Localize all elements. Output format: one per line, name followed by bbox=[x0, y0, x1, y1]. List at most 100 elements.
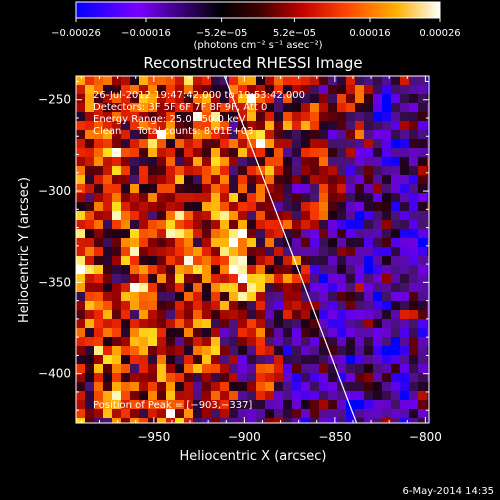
heatmap-cell bbox=[391, 157, 400, 166]
heatmap-cell bbox=[301, 256, 310, 265]
heatmap-cell bbox=[382, 175, 391, 184]
heatmap-cell bbox=[238, 364, 247, 373]
heatmap-cell bbox=[391, 328, 400, 337]
heatmap-cell bbox=[283, 418, 292, 423]
heatmap-cell bbox=[220, 139, 229, 148]
heatmap-cell bbox=[220, 292, 229, 301]
heatmap-cell bbox=[382, 85, 391, 94]
heatmap-cell bbox=[112, 193, 121, 202]
heatmap-cell bbox=[112, 157, 121, 166]
heatmap-cell bbox=[130, 274, 139, 283]
heatmap-cell bbox=[274, 94, 283, 103]
heatmap-cell bbox=[103, 265, 112, 274]
heatmap-cell bbox=[400, 364, 409, 373]
footer-date: 6-May-2014 14:35 bbox=[402, 486, 494, 497]
heatmap-cell bbox=[418, 94, 427, 103]
heatmap-cell bbox=[274, 157, 283, 166]
heatmap-cell bbox=[337, 121, 346, 130]
heatmap-cell bbox=[175, 211, 184, 220]
heatmap-cell bbox=[121, 418, 130, 423]
heatmap-cell bbox=[427, 157, 429, 166]
heatmap-cell bbox=[400, 76, 409, 85]
heatmap-cell bbox=[373, 103, 382, 112]
heatmap-cell bbox=[355, 211, 364, 220]
heatmap-cell bbox=[193, 391, 202, 400]
heatmap-cell bbox=[229, 112, 238, 121]
heatmap-cell bbox=[238, 265, 247, 274]
heatmap-cell bbox=[148, 193, 157, 202]
heatmap-cell bbox=[427, 85, 429, 94]
heatmap-cell bbox=[94, 346, 103, 355]
heatmap-cell bbox=[229, 364, 238, 373]
heatmap-cell bbox=[247, 139, 256, 148]
heatmap-cell bbox=[355, 382, 364, 391]
heatmap-cell bbox=[400, 238, 409, 247]
heatmap-cell bbox=[418, 310, 427, 319]
heatmap-cell bbox=[175, 409, 184, 418]
heatmap-cell bbox=[427, 328, 429, 337]
heatmap-cell bbox=[220, 274, 229, 283]
heatmap-cell bbox=[130, 85, 139, 94]
heatmap-cell bbox=[148, 166, 157, 175]
heatmap-cell bbox=[418, 220, 427, 229]
heatmap-cell bbox=[283, 283, 292, 292]
heatmap-cell bbox=[166, 220, 175, 229]
heatmap-cell bbox=[409, 139, 418, 148]
heatmap-cell bbox=[283, 364, 292, 373]
heatmap-cell bbox=[238, 94, 247, 103]
heatmap-cell bbox=[427, 193, 429, 202]
heatmap-cell bbox=[337, 328, 346, 337]
heatmap-cell bbox=[139, 364, 148, 373]
heatmap-cell bbox=[427, 166, 429, 175]
heatmap-cell bbox=[175, 391, 184, 400]
heatmap-cell bbox=[220, 346, 229, 355]
heatmap-cell bbox=[85, 391, 94, 400]
heatmap-cell bbox=[355, 166, 364, 175]
heatmap-cell bbox=[337, 85, 346, 94]
heatmap-cell bbox=[157, 202, 166, 211]
heatmap-cell bbox=[130, 364, 139, 373]
heatmap-cell bbox=[265, 229, 274, 238]
heatmap-cell bbox=[418, 256, 427, 265]
heatmap-cell bbox=[139, 175, 148, 184]
heatmap-cell bbox=[409, 265, 418, 274]
heatmap-cell bbox=[265, 157, 274, 166]
heatmap-cell bbox=[310, 157, 319, 166]
heatmap-cell bbox=[382, 157, 391, 166]
heatmap-cell bbox=[427, 139, 429, 148]
heatmap-cell bbox=[121, 229, 130, 238]
heatmap-cell bbox=[328, 319, 337, 328]
heatmap-cell bbox=[328, 121, 337, 130]
heatmap-cell bbox=[283, 76, 292, 85]
heatmap-cell bbox=[274, 283, 283, 292]
heatmap-cell bbox=[184, 409, 193, 418]
heatmap-cell bbox=[157, 76, 166, 85]
heatmap-cell bbox=[337, 301, 346, 310]
heatmap-cell bbox=[211, 265, 220, 274]
heatmap-cell bbox=[283, 85, 292, 94]
heatmap-cell bbox=[193, 175, 202, 184]
heatmap-cell bbox=[238, 139, 247, 148]
heatmap-cell bbox=[292, 301, 301, 310]
heatmap-cell bbox=[211, 292, 220, 301]
heatmap-cell bbox=[112, 283, 121, 292]
heatmap-cell bbox=[337, 139, 346, 148]
heatmap-cell bbox=[427, 184, 429, 193]
heatmap-cell bbox=[94, 85, 103, 94]
heatmap-cell bbox=[211, 337, 220, 346]
heatmap-cell bbox=[400, 211, 409, 220]
heatmap-cell bbox=[247, 301, 256, 310]
heatmap-cell bbox=[130, 400, 139, 409]
heatmap-cell bbox=[184, 310, 193, 319]
heatmap-cell bbox=[94, 121, 103, 130]
heatmap-cell bbox=[112, 337, 121, 346]
heatmap-cell bbox=[247, 175, 256, 184]
heatmap-cell bbox=[76, 391, 85, 400]
heatmap-cell bbox=[274, 76, 283, 85]
heatmap-cell bbox=[265, 382, 274, 391]
heatmap-cell bbox=[355, 148, 364, 157]
observation-annotations: 26-Jul-2012 19:47:42.000 to 19:53:42.000… bbox=[93, 90, 305, 137]
heatmap-cell bbox=[283, 274, 292, 283]
heatmap-cell bbox=[427, 301, 429, 310]
heatmap-cell bbox=[85, 166, 94, 175]
